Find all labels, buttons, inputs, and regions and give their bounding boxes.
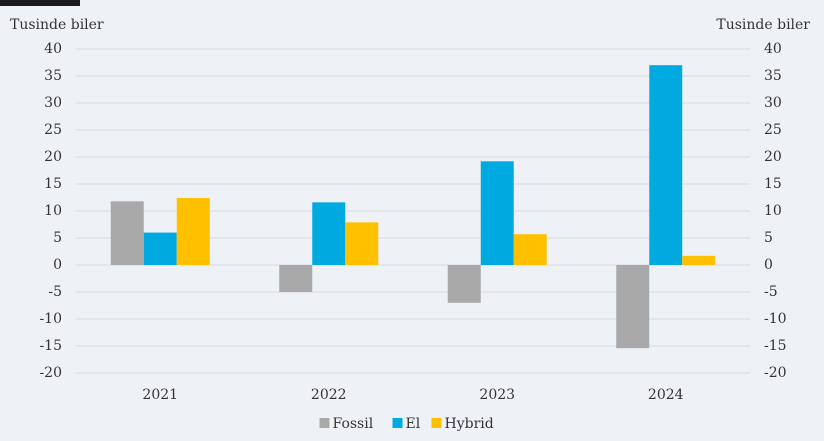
y-tick-label: 0 xyxy=(53,257,62,273)
legend-label: Fossil xyxy=(333,416,374,432)
bar xyxy=(176,198,210,265)
legend-label: Hybrid xyxy=(445,416,494,432)
y-tick-label: 35 xyxy=(44,68,62,84)
y-tick-label: 15 xyxy=(44,176,62,192)
y-tick-label: 25 xyxy=(44,122,62,138)
y2-tick-label: -20 xyxy=(764,365,787,381)
y2-tick-label: 10 xyxy=(764,203,782,219)
y-tick-label: -20 xyxy=(39,365,62,381)
y2-tick-label: 0 xyxy=(764,257,773,273)
y2-tick-label: -15 xyxy=(764,338,787,354)
legend-label: El xyxy=(406,416,421,432)
bar xyxy=(616,265,650,349)
y2-tick-label: 35 xyxy=(764,68,782,84)
y2-tick-label: 25 xyxy=(764,122,782,138)
y-tick-label: 5 xyxy=(53,230,62,246)
x-tick-label: 2021 xyxy=(142,387,178,403)
title-fragment xyxy=(0,0,80,6)
legend-swatch xyxy=(431,418,442,428)
bar xyxy=(312,202,346,265)
bar xyxy=(649,65,683,265)
y2-tick-label: -5 xyxy=(764,284,778,300)
y-axis-label: Tusinde biler xyxy=(10,17,104,33)
bar xyxy=(447,265,481,303)
y2-tick-label: -10 xyxy=(764,311,787,327)
y2-tick-label: 15 xyxy=(764,176,782,192)
y-tick-label: 30 xyxy=(44,95,62,111)
y2-tick-label: 40 xyxy=(764,41,782,57)
bar xyxy=(143,232,177,265)
legend-swatch xyxy=(319,418,330,428)
x-tick-label: 2023 xyxy=(479,387,515,403)
y2-tick-label: 20 xyxy=(764,149,782,165)
y-tick-label: -5 xyxy=(48,284,62,300)
bar xyxy=(513,234,547,265)
x-tick-label: 2024 xyxy=(648,387,684,403)
y-tick-label: 10 xyxy=(44,203,62,219)
y-tick-label: 20 xyxy=(44,149,62,165)
legend-swatch xyxy=(392,418,403,428)
bar xyxy=(110,201,144,265)
y2-tick-label: 30 xyxy=(764,95,782,111)
bar xyxy=(480,161,514,265)
bar xyxy=(345,222,379,265)
y2-tick-label: 5 xyxy=(764,230,773,246)
x-tick-label: 2022 xyxy=(311,387,347,403)
y2-axis-label: Tusinde biler xyxy=(716,17,810,33)
y-tick-label: 40 xyxy=(44,41,62,57)
y-tick-label: -10 xyxy=(39,311,62,327)
y-tick-label: -15 xyxy=(39,338,62,354)
bar xyxy=(279,265,313,292)
bar xyxy=(682,255,716,265)
